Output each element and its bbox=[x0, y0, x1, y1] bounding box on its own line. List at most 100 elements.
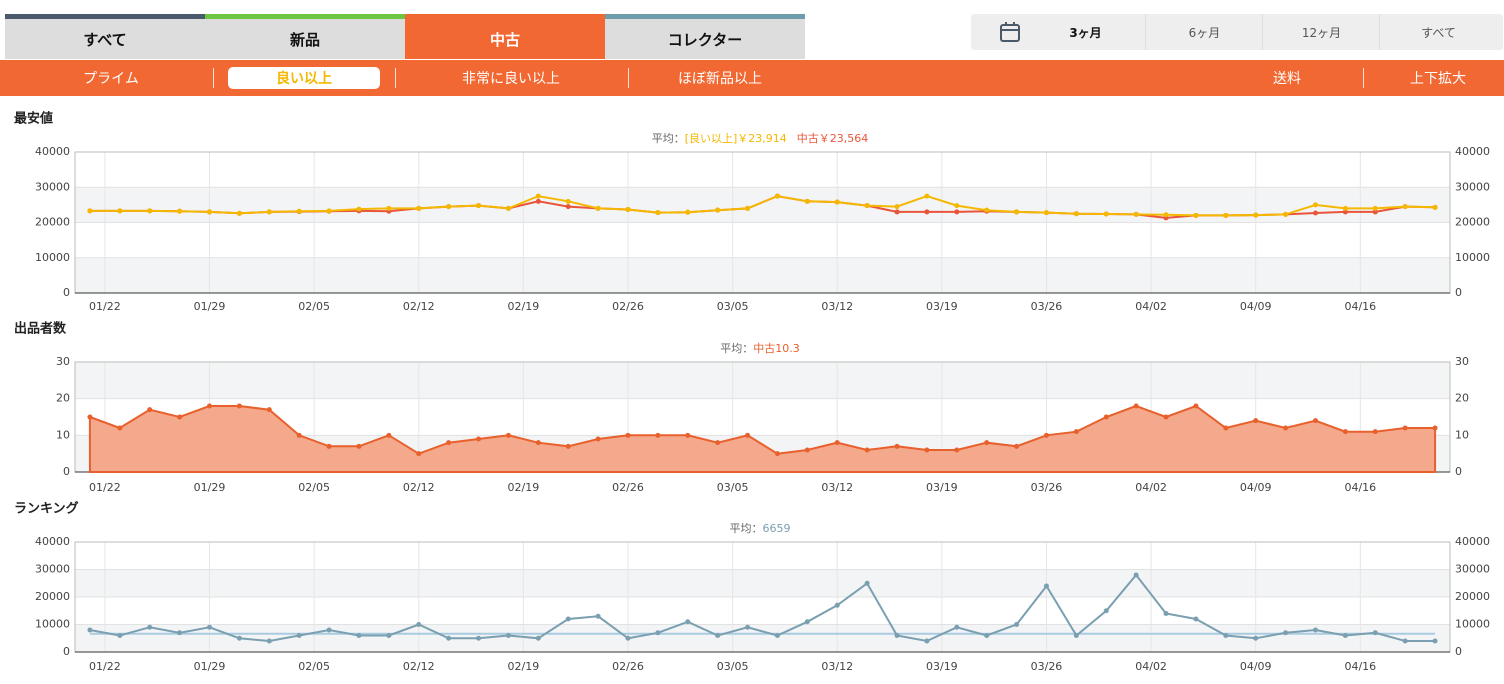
point bbox=[1342, 429, 1348, 435]
filter-active[interactable]: 良い以上 bbox=[228, 67, 380, 89]
x-tick-label: 02/26 bbox=[612, 300, 644, 313]
period-option[interactable]: 6ヶ月 bbox=[1145, 14, 1263, 50]
zoom-button[interactable]: 上下拡大 bbox=[1410, 71, 1466, 87]
point bbox=[774, 633, 780, 638]
y-tick-label: 40000 bbox=[35, 145, 70, 158]
shipping-button[interactable]: 送料 bbox=[1273, 71, 1301, 87]
point bbox=[685, 619, 691, 625]
point bbox=[1283, 630, 1289, 636]
point bbox=[745, 624, 751, 630]
average-prefix: 平均： bbox=[730, 522, 763, 535]
y-tick-label: 20000 bbox=[1455, 590, 1490, 603]
point bbox=[894, 633, 900, 638]
y-tick-label: 30000 bbox=[35, 563, 70, 576]
point bbox=[685, 432, 691, 438]
filter[interactable]: 非常に良い以上 bbox=[462, 71, 560, 87]
x-tick-label: 04/09 bbox=[1240, 481, 1272, 494]
x-tick-label: 02/12 bbox=[403, 300, 435, 313]
x-tick-label: 02/19 bbox=[508, 300, 540, 313]
x-tick-label: 02/05 bbox=[298, 660, 330, 673]
point bbox=[1193, 403, 1199, 409]
period-option[interactable]: 12ヶ月 bbox=[1262, 14, 1380, 50]
x-tick-label: 04/02 bbox=[1135, 660, 1167, 673]
point bbox=[1073, 211, 1079, 217]
point bbox=[416, 205, 422, 211]
line bbox=[89, 573, 1436, 643]
chart-title: 最安値 bbox=[14, 111, 53, 127]
point bbox=[565, 204, 571, 210]
x-tick-label: 03/12 bbox=[821, 481, 853, 494]
tab[interactable]: 新品 bbox=[205, 14, 405, 59]
point bbox=[416, 622, 422, 627]
y-tick-label: 20000 bbox=[1455, 216, 1490, 229]
point bbox=[117, 633, 123, 638]
x-tick-label: 02/05 bbox=[298, 300, 330, 313]
point bbox=[894, 209, 900, 215]
y-tick-label: 30000 bbox=[35, 180, 70, 193]
calendar-icon[interactable] bbox=[999, 21, 1021, 43]
point bbox=[894, 204, 900, 210]
point bbox=[924, 193, 930, 199]
y-tick-label: 10000 bbox=[35, 251, 70, 264]
x-tick-label: 03/05 bbox=[717, 300, 749, 313]
point bbox=[655, 210, 661, 216]
point bbox=[87, 414, 93, 420]
point bbox=[984, 207, 990, 213]
point bbox=[207, 403, 213, 409]
point bbox=[1193, 212, 1199, 218]
y-tick-label: 40000 bbox=[35, 535, 70, 548]
tab[interactable]: 中古 bbox=[405, 14, 605, 59]
filter[interactable]: ほぼ新品以上 bbox=[678, 71, 762, 87]
average-value: ￥23,564 bbox=[819, 132, 869, 145]
point bbox=[1283, 211, 1289, 217]
x-tick-label: 01/22 bbox=[89, 481, 121, 494]
x-tick-label: 04/02 bbox=[1135, 300, 1167, 313]
point bbox=[1342, 205, 1348, 211]
period-option[interactable]: すべて bbox=[1379, 14, 1497, 50]
series-name: [良い以上] bbox=[685, 131, 738, 145]
point bbox=[655, 630, 661, 636]
x-tick-label: 01/22 bbox=[89, 300, 121, 313]
average-value: ￥23,914 bbox=[737, 132, 787, 145]
y-tick-label: 10000 bbox=[1455, 618, 1490, 631]
point bbox=[505, 205, 511, 211]
point bbox=[535, 193, 541, 199]
filter[interactable]: プライム bbox=[83, 71, 139, 87]
x-tick-label: 03/12 bbox=[821, 660, 853, 673]
point bbox=[147, 407, 153, 413]
tab[interactable]: すべて bbox=[5, 14, 205, 59]
y-tick-label: 20000 bbox=[35, 216, 70, 229]
y-tick-label: 10000 bbox=[35, 618, 70, 631]
point bbox=[326, 208, 332, 214]
x-tick-label: 03/05 bbox=[717, 481, 749, 494]
tab[interactable]: コレクター bbox=[605, 14, 805, 59]
point bbox=[1253, 418, 1259, 424]
point bbox=[1133, 211, 1139, 217]
x-tick-label: 04/16 bbox=[1344, 481, 1376, 494]
point bbox=[595, 205, 601, 211]
point bbox=[535, 198, 541, 204]
y-tick-label: 20 bbox=[56, 392, 70, 405]
x-tick-label: 02/26 bbox=[612, 660, 644, 673]
point bbox=[87, 627, 93, 633]
x-tick-label: 04/09 bbox=[1240, 300, 1272, 313]
point bbox=[1372, 429, 1378, 435]
point bbox=[804, 447, 810, 453]
point bbox=[1223, 633, 1229, 638]
point bbox=[296, 633, 302, 638]
y-tick-label: 0 bbox=[1455, 286, 1462, 299]
period-option[interactable]: 3ヶ月 bbox=[1069, 25, 1102, 40]
point bbox=[625, 635, 631, 641]
point bbox=[1402, 638, 1408, 644]
point bbox=[1342, 633, 1348, 638]
chart-subtitle: 平均：6659 bbox=[730, 522, 791, 535]
point bbox=[1312, 418, 1318, 424]
point bbox=[326, 627, 332, 633]
point bbox=[416, 451, 422, 457]
point bbox=[386, 432, 392, 438]
average-prefix: 平均： bbox=[652, 132, 685, 145]
point bbox=[356, 633, 362, 638]
y-tick-label: 0 bbox=[63, 286, 70, 299]
point bbox=[1372, 209, 1378, 215]
point bbox=[1014, 622, 1020, 627]
